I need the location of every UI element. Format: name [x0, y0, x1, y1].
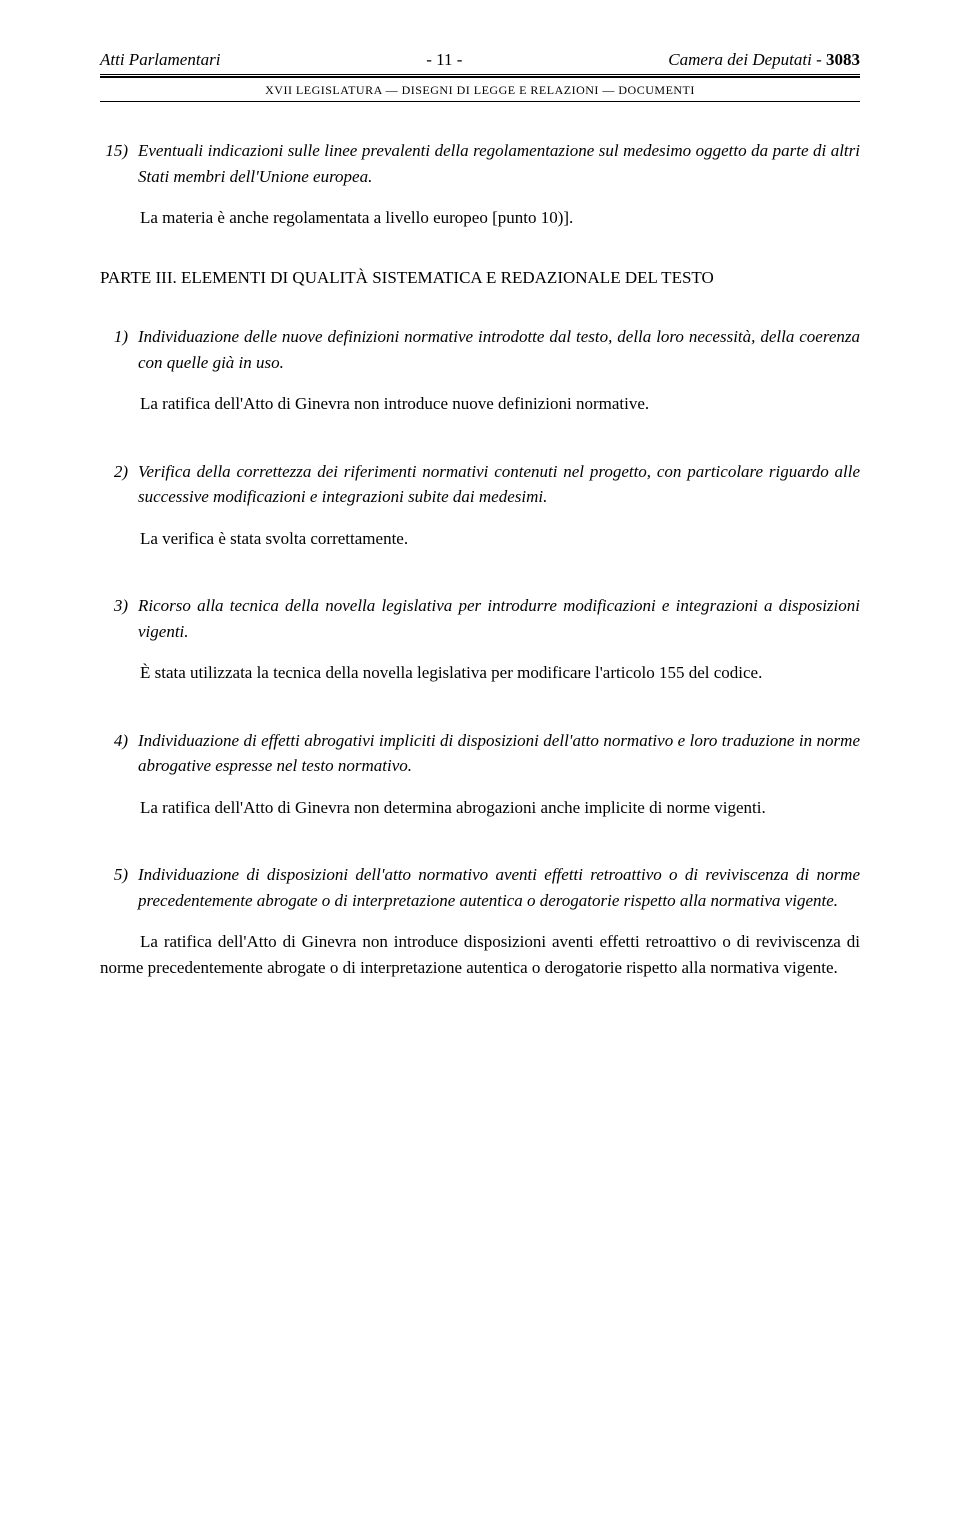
question-1-number: 1) — [100, 324, 138, 375]
header-page-number: - 11 - — [426, 50, 462, 70]
question-3-text: Ricorso alla tecnica della novella legis… — [138, 593, 860, 644]
answer-3: È stata utilizzata la tecnica della nove… — [100, 660, 860, 686]
parte-3-heading: PARTE III. ELEMENTI DI QUALITÀ SISTEMATI… — [100, 265, 860, 291]
answer-1: La ratifica dell'Atto di Ginevra non int… — [100, 391, 860, 417]
question-5: 5) Individuazione di disposizioni dell'a… — [100, 862, 860, 913]
page-header: Atti Parlamentari - 11 - Camera dei Depu… — [100, 50, 860, 70]
question-3: 3) Ricorso alla tecnica della novella le… — [100, 593, 860, 644]
question-2: 2) Verifica della correttezza dei riferi… — [100, 459, 860, 510]
header-document-number: 3083 — [826, 50, 860, 69]
header-rule-bottom — [100, 101, 860, 102]
answer-5: La ratifica dell'Atto di Ginevra non int… — [100, 929, 860, 980]
answer-4: La ratifica dell'Atto di Ginevra non det… — [100, 795, 860, 821]
answer-2: La verifica è stata svolta correttamente… — [100, 526, 860, 552]
gap — [100, 836, 860, 862]
gap — [100, 433, 860, 459]
header-subheader: XVII LEGISLATURA — DISEGNI DI LEGGE E RE… — [100, 80, 860, 101]
gap — [100, 567, 860, 593]
header-right: Camera dei Deputati - 3083 — [668, 50, 860, 70]
header-right-italic: Camera dei Deputati - — [668, 50, 821, 69]
gap — [100, 702, 860, 728]
parte-3-label: PARTE III. — [100, 268, 177, 287]
question-2-text: Verifica della correttezza dei riferimen… — [138, 459, 860, 510]
question-1-text: Individuazione delle nuove definizioni n… — [138, 324, 860, 375]
header-left: Atti Parlamentari — [100, 50, 220, 70]
item-15-number: 15) — [100, 138, 138, 189]
question-5-text: Individuazione di disposizioni dell'atto… — [138, 862, 860, 913]
item-15-response: La materia è anche regolamentata a livel… — [100, 205, 860, 231]
header-rule-top — [100, 74, 860, 78]
question-4: 4) Individuazione di effetti abrogativi … — [100, 728, 860, 779]
parte-3-title: ELEMENTI DI QUALITÀ SISTEMATICA E REDAZI… — [181, 268, 714, 287]
page-container: Atti Parlamentari - 11 - Camera dei Depu… — [0, 0, 960, 1046]
question-1: 1) Individuazione delle nuove definizion… — [100, 324, 860, 375]
item-15: 15) Eventuali indicazioni sulle linee pr… — [100, 138, 860, 189]
question-2-number: 2) — [100, 459, 138, 510]
question-4-number: 4) — [100, 728, 138, 779]
question-5-number: 5) — [100, 862, 138, 913]
question-3-number: 3) — [100, 593, 138, 644]
question-4-text: Individuazione di effetti abrogativi imp… — [138, 728, 860, 779]
item-15-text: Eventuali indicazioni sulle linee preval… — [138, 138, 860, 189]
